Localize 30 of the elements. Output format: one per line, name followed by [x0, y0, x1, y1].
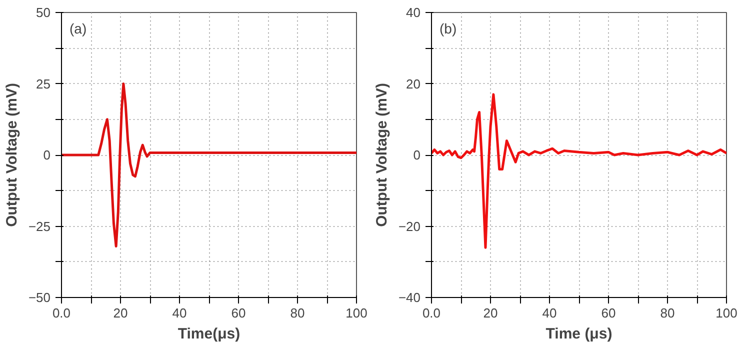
y-tick-label: 20: [406, 76, 421, 92]
y-axis-title: Output Voltage (mV): [3, 83, 20, 227]
x-tick-label: 60: [231, 306, 246, 320]
x-tick-label: 80: [290, 306, 305, 320]
y-tick-label: 0: [413, 148, 421, 162]
y-tick-label: 0: [43, 148, 51, 162]
annotation: (a): [70, 20, 87, 36]
y-tick-label: 40: [406, 5, 421, 20]
y-axis-title: Output Voltage (mV): [373, 83, 390, 227]
x-tick-label: 20: [113, 306, 128, 320]
y-tick-label: −50: [28, 290, 51, 305]
x-tick-label: 0.0: [52, 306, 71, 320]
y-tick-label: −20: [398, 218, 421, 234]
y-tick-label: 25: [36, 76, 51, 92]
line-series: [62, 82, 356, 248]
y-tick-label: 50: [36, 5, 51, 20]
line-series: [432, 93, 726, 249]
x-tick-label: 40: [172, 306, 187, 320]
x-tick-label: 60: [601, 306, 616, 320]
x-tick-label: 100: [346, 306, 368, 320]
x-tick-label: 100: [716, 306, 738, 320]
y-tick-label: −40: [398, 290, 421, 305]
x-axis-title: Time (μs): [546, 326, 612, 342]
x-tick-label: 0.0: [422, 306, 441, 320]
annotation: (b): [440, 20, 457, 36]
y-tick-label: −25: [28, 218, 51, 234]
x-tick-label: 20: [483, 306, 498, 320]
x-tick-label: 40: [542, 306, 557, 320]
x-axis-title: Time(μs): [178, 326, 240, 342]
x-tick-label: 80: [660, 306, 675, 320]
